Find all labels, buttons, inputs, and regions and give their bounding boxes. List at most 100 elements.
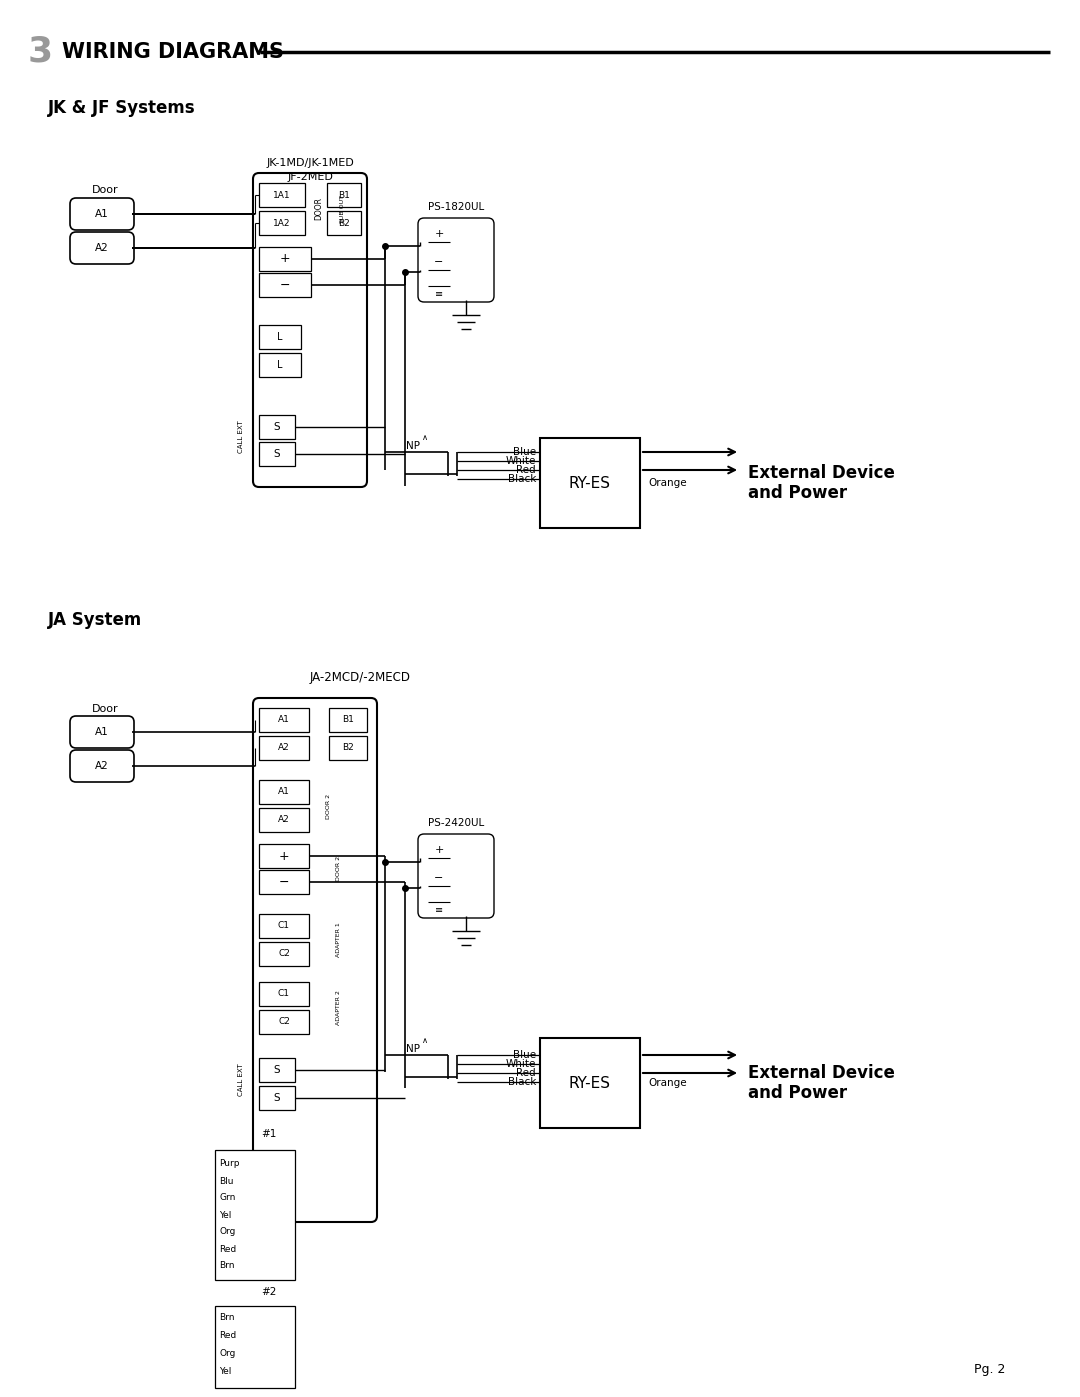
Bar: [259, 942, 309, 965]
Text: C2: C2: [278, 1017, 289, 1027]
Text: +: +: [280, 253, 291, 265]
Bar: [259, 1085, 295, 1111]
Bar: [259, 211, 305, 235]
Text: ≡: ≡: [435, 905, 443, 915]
Bar: [259, 353, 301, 377]
Text: +: +: [434, 845, 444, 855]
Bar: [329, 708, 367, 732]
Text: CALL EXT: CALL EXT: [238, 420, 244, 454]
Text: 3: 3: [28, 35, 53, 68]
Text: Org: Org: [219, 1350, 235, 1358]
Text: Yel: Yel: [219, 1210, 231, 1220]
Text: PS-2420UL: PS-2420UL: [428, 819, 484, 828]
Text: Door: Door: [92, 184, 119, 196]
Text: C1: C1: [278, 922, 291, 930]
Text: Orange: Orange: [648, 1078, 687, 1088]
Text: PS-1820UL: PS-1820UL: [428, 203, 484, 212]
FancyBboxPatch shape: [253, 698, 377, 1222]
Text: Door: Door: [92, 704, 119, 714]
Text: Brn: Brn: [219, 1261, 234, 1270]
Text: ≡: ≡: [435, 289, 443, 299]
Text: Black: Black: [508, 474, 536, 483]
Bar: [259, 807, 309, 833]
Text: Brn: Brn: [219, 1313, 234, 1323]
Text: C2: C2: [278, 950, 289, 958]
Text: JK & JF Systems: JK & JF Systems: [48, 99, 195, 117]
Text: RY-ES: RY-ES: [569, 1076, 611, 1091]
Bar: [259, 870, 309, 894]
Text: Blu: Blu: [219, 1176, 233, 1186]
Text: A1: A1: [278, 715, 289, 725]
Text: JA System: JA System: [48, 610, 143, 629]
FancyBboxPatch shape: [253, 173, 367, 488]
Text: +: +: [434, 229, 444, 239]
Bar: [329, 736, 367, 760]
Text: Black: Black: [508, 1077, 536, 1087]
Bar: [215, 1150, 295, 1280]
Text: NP: NP: [406, 1044, 420, 1053]
Text: B2: B2: [342, 743, 354, 753]
Text: ∧: ∧: [422, 433, 428, 441]
Text: JF-2MED: JF-2MED: [287, 172, 333, 182]
Text: Orange: Orange: [648, 478, 687, 488]
Text: Blue: Blue: [513, 1051, 536, 1060]
Bar: [259, 1010, 309, 1034]
Text: −: −: [279, 876, 289, 888]
Text: L: L: [278, 332, 283, 342]
Bar: [259, 736, 309, 760]
Text: Blue: Blue: [513, 447, 536, 457]
Bar: [259, 183, 305, 207]
Text: S: S: [273, 448, 281, 460]
Text: +: +: [279, 849, 289, 862]
Text: DOOR 2: DOOR 2: [337, 855, 341, 880]
Text: S: S: [273, 1092, 281, 1104]
Text: A1: A1: [278, 788, 289, 796]
Text: A1: A1: [95, 726, 109, 738]
Text: SUB OUT: SUB OUT: [340, 196, 346, 224]
Bar: [259, 441, 295, 467]
Text: JK-1MD/JK-1MED: JK-1MD/JK-1MED: [266, 158, 354, 168]
Text: S: S: [273, 422, 281, 432]
Text: ADAPTER 2: ADAPTER 2: [337, 990, 341, 1025]
FancyBboxPatch shape: [70, 717, 134, 747]
FancyBboxPatch shape: [418, 834, 494, 918]
Bar: [327, 211, 361, 235]
Text: A2: A2: [95, 761, 109, 771]
Bar: [540, 439, 640, 528]
Bar: [259, 247, 311, 271]
Bar: [259, 914, 309, 937]
Text: Red: Red: [516, 465, 536, 475]
Text: External Device
and Power: External Device and Power: [748, 1063, 895, 1102]
Text: −: −: [280, 278, 291, 292]
Bar: [259, 844, 309, 868]
Text: A2: A2: [279, 816, 289, 824]
Text: Red: Red: [219, 1331, 237, 1341]
Text: −: −: [434, 873, 444, 883]
Bar: [540, 1038, 640, 1127]
Text: White: White: [505, 455, 536, 467]
Text: B1: B1: [342, 715, 354, 725]
Text: Grn: Grn: [219, 1193, 235, 1203]
Text: DOOR 2: DOOR 2: [326, 793, 332, 819]
FancyBboxPatch shape: [418, 218, 494, 302]
FancyBboxPatch shape: [70, 232, 134, 264]
Text: JA-2MCD/-2MECD: JA-2MCD/-2MECD: [310, 671, 410, 685]
Text: B2: B2: [338, 218, 350, 228]
Text: RY-ES: RY-ES: [569, 475, 611, 490]
Bar: [259, 708, 309, 732]
Text: Org: Org: [219, 1228, 235, 1236]
Text: ∧: ∧: [422, 1037, 428, 1045]
Text: S: S: [273, 1065, 281, 1076]
Text: B1: B1: [338, 190, 350, 200]
Bar: [327, 183, 361, 207]
Text: External Device
and Power: External Device and Power: [748, 464, 895, 503]
Text: CALL EXT: CALL EXT: [238, 1063, 244, 1097]
Text: White: White: [505, 1059, 536, 1069]
Text: A1: A1: [95, 210, 109, 219]
Text: −: −: [434, 257, 444, 267]
FancyBboxPatch shape: [70, 198, 134, 231]
Text: Red: Red: [516, 1067, 536, 1078]
Text: #1: #1: [261, 1129, 276, 1139]
Bar: [259, 272, 311, 298]
Text: A2: A2: [279, 743, 289, 753]
